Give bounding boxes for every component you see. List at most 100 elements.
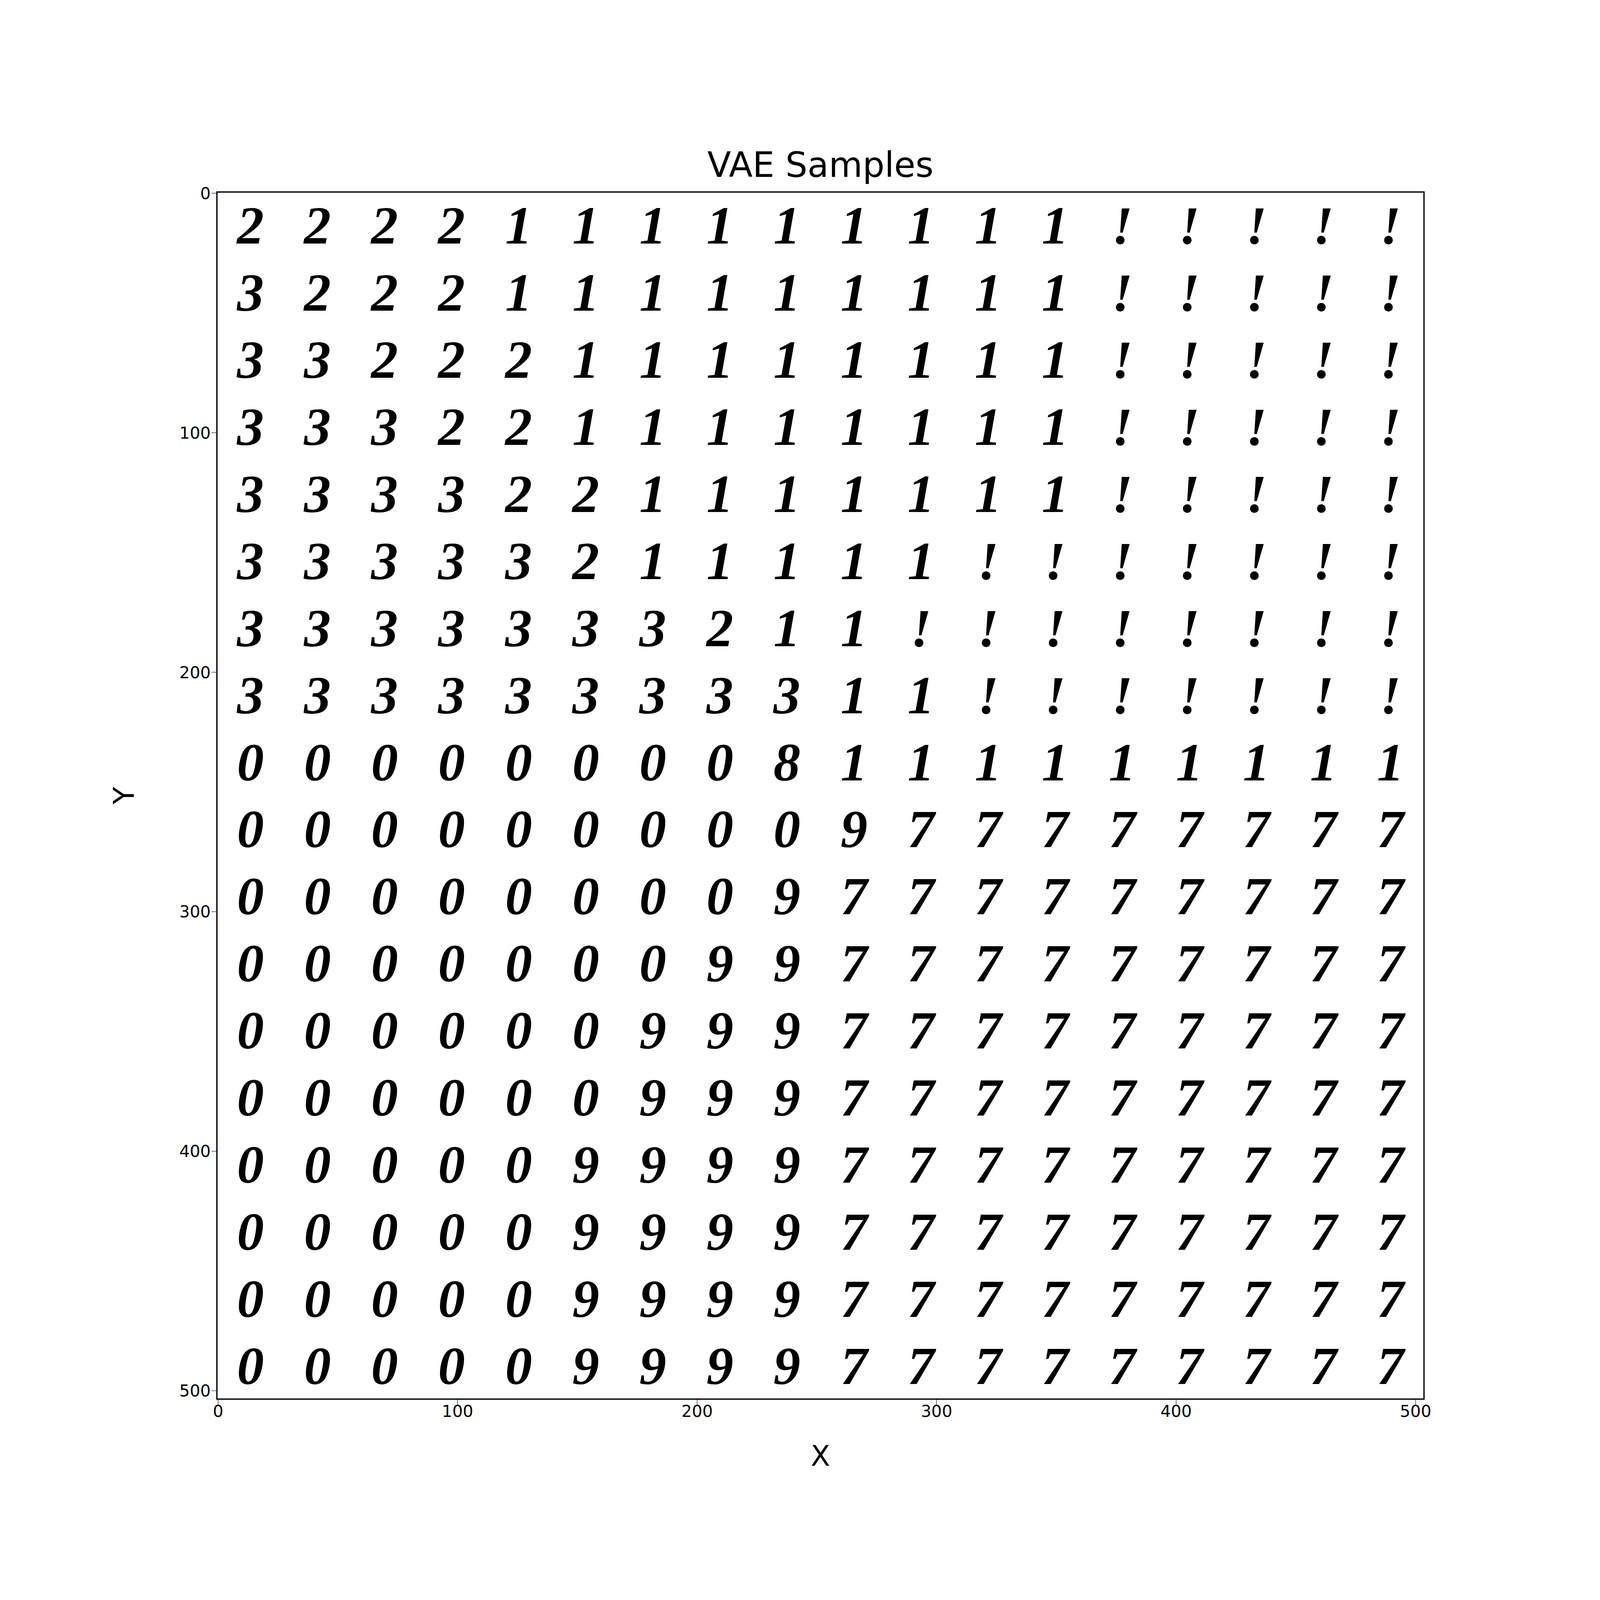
svg-text:7: 7 xyxy=(1108,799,1138,859)
svg-text:1: 1 xyxy=(840,598,868,658)
svg-text:0: 0 xyxy=(236,1067,264,1128)
svg-text:!: ! xyxy=(1111,598,1133,658)
svg-text:0: 0 xyxy=(438,1134,466,1195)
svg-text:!: ! xyxy=(977,665,999,725)
svg-text:0: 0 xyxy=(304,866,332,926)
svg-text:0: 0 xyxy=(438,1067,466,1128)
svg-text:7: 7 xyxy=(840,1268,870,1329)
svg-text:2: 2 xyxy=(437,195,466,256)
svg-text:7: 7 xyxy=(907,799,937,859)
svg-text:7: 7 xyxy=(1176,1336,1205,1396)
svg-text:!: ! xyxy=(1380,531,1401,591)
svg-text:2: 2 xyxy=(303,195,332,256)
svg-text:1: 1 xyxy=(907,396,935,457)
svg-text:3: 3 xyxy=(639,665,667,725)
svg-text:2: 2 xyxy=(504,396,533,457)
svg-text:9: 9 xyxy=(706,1067,734,1128)
svg-text:0: 0 xyxy=(639,933,667,993)
svg-text:7: 7 xyxy=(1041,1067,1071,1128)
svg-text:!: ! xyxy=(1245,262,1267,323)
svg-text:3: 3 xyxy=(504,665,533,725)
svg-text:3: 3 xyxy=(572,665,600,725)
svg-text:0: 0 xyxy=(371,732,399,792)
svg-text:!: ! xyxy=(1178,329,1200,390)
svg-text:7: 7 xyxy=(974,1268,1004,1329)
svg-text:7: 7 xyxy=(840,1000,870,1060)
svg-text:!: ! xyxy=(1245,464,1267,524)
svg-text:3: 3 xyxy=(504,531,533,591)
svg-text:7: 7 xyxy=(1376,1336,1406,1396)
svg-text:!: ! xyxy=(1312,195,1334,256)
svg-text:1: 1 xyxy=(639,531,667,591)
svg-text:7: 7 xyxy=(1243,799,1272,859)
svg-text:1: 1 xyxy=(974,329,1002,390)
svg-text:1: 1 xyxy=(974,396,1002,457)
svg-text:2: 2 xyxy=(437,262,466,323)
svg-text:7: 7 xyxy=(1243,1067,1272,1128)
svg-text:!: ! xyxy=(1178,195,1200,256)
svg-text:0: 0 xyxy=(304,1067,332,1128)
svg-text:200: 200 xyxy=(681,1401,713,1421)
svg-text:1: 1 xyxy=(706,396,734,457)
svg-text:0: 0 xyxy=(371,1268,399,1329)
svg-text:0: 0 xyxy=(572,799,600,859)
svg-text:7: 7 xyxy=(1376,1201,1406,1262)
svg-text:3: 3 xyxy=(370,396,399,457)
svg-text:!: ! xyxy=(1380,464,1401,524)
svg-text:1: 1 xyxy=(840,329,868,390)
svg-text:9: 9 xyxy=(572,1201,600,1262)
svg-text:1: 1 xyxy=(706,464,734,524)
svg-text:3: 3 xyxy=(504,598,533,658)
svg-text:1: 1 xyxy=(974,464,1002,524)
svg-text:3: 3 xyxy=(370,598,399,658)
svg-text:7: 7 xyxy=(1108,1336,1138,1396)
svg-text:7: 7 xyxy=(907,933,937,993)
svg-text:9: 9 xyxy=(572,1134,600,1195)
svg-text:8: 8 xyxy=(773,732,801,792)
svg-text:0: 0 xyxy=(639,799,667,859)
svg-text:0: 0 xyxy=(304,1268,332,1329)
svg-text:0: 0 xyxy=(505,1268,533,1329)
svg-text:7: 7 xyxy=(974,1134,1004,1195)
svg-text:7: 7 xyxy=(1176,1268,1205,1329)
svg-text:1: 1 xyxy=(773,329,801,390)
svg-text:1: 1 xyxy=(974,195,1002,256)
svg-text:!: ! xyxy=(1178,531,1200,591)
svg-text:7: 7 xyxy=(1243,1201,1272,1262)
svg-text:7: 7 xyxy=(1176,1000,1205,1060)
svg-text:0: 0 xyxy=(304,1000,332,1060)
svg-text:9: 9 xyxy=(706,1268,734,1329)
svg-text:7: 7 xyxy=(1243,933,1272,993)
svg-text:1: 1 xyxy=(773,464,801,524)
svg-text:0: 0 xyxy=(572,933,600,993)
svg-text:!: ! xyxy=(1312,464,1334,524)
svg-text:0: 0 xyxy=(371,1336,399,1396)
svg-text:3: 3 xyxy=(236,665,264,725)
svg-text:1: 1 xyxy=(639,464,667,524)
svg-text:0: 0 xyxy=(236,1268,264,1329)
svg-text:0: 0 xyxy=(505,1336,533,1396)
svg-text:7: 7 xyxy=(1041,866,1071,926)
svg-text:0: 0 xyxy=(505,732,533,792)
svg-text:0: 0 xyxy=(236,933,264,993)
svg-text:0: 0 xyxy=(236,1134,264,1195)
svg-text:1: 1 xyxy=(572,329,600,390)
svg-text:0: 0 xyxy=(371,866,399,926)
svg-text:0: 0 xyxy=(438,933,466,993)
svg-text:7: 7 xyxy=(907,866,937,926)
svg-text:0: 0 xyxy=(236,866,264,926)
svg-text:0: 0 xyxy=(706,732,734,792)
svg-text:7: 7 xyxy=(1108,1201,1138,1262)
svg-text:1: 1 xyxy=(974,262,1002,323)
svg-text:1: 1 xyxy=(1041,396,1069,457)
svg-text:9: 9 xyxy=(639,1336,667,1396)
svg-text:1: 1 xyxy=(773,195,801,256)
svg-text:9: 9 xyxy=(639,1268,667,1329)
svg-text:1: 1 xyxy=(907,732,935,792)
svg-text:1: 1 xyxy=(840,665,868,725)
svg-text:7: 7 xyxy=(1243,1134,1272,1195)
svg-text:1: 1 xyxy=(907,531,935,591)
svg-text:0: 0 xyxy=(572,1067,600,1128)
svg-text:!: ! xyxy=(1380,262,1401,323)
svg-text:1: 1 xyxy=(1243,732,1271,792)
